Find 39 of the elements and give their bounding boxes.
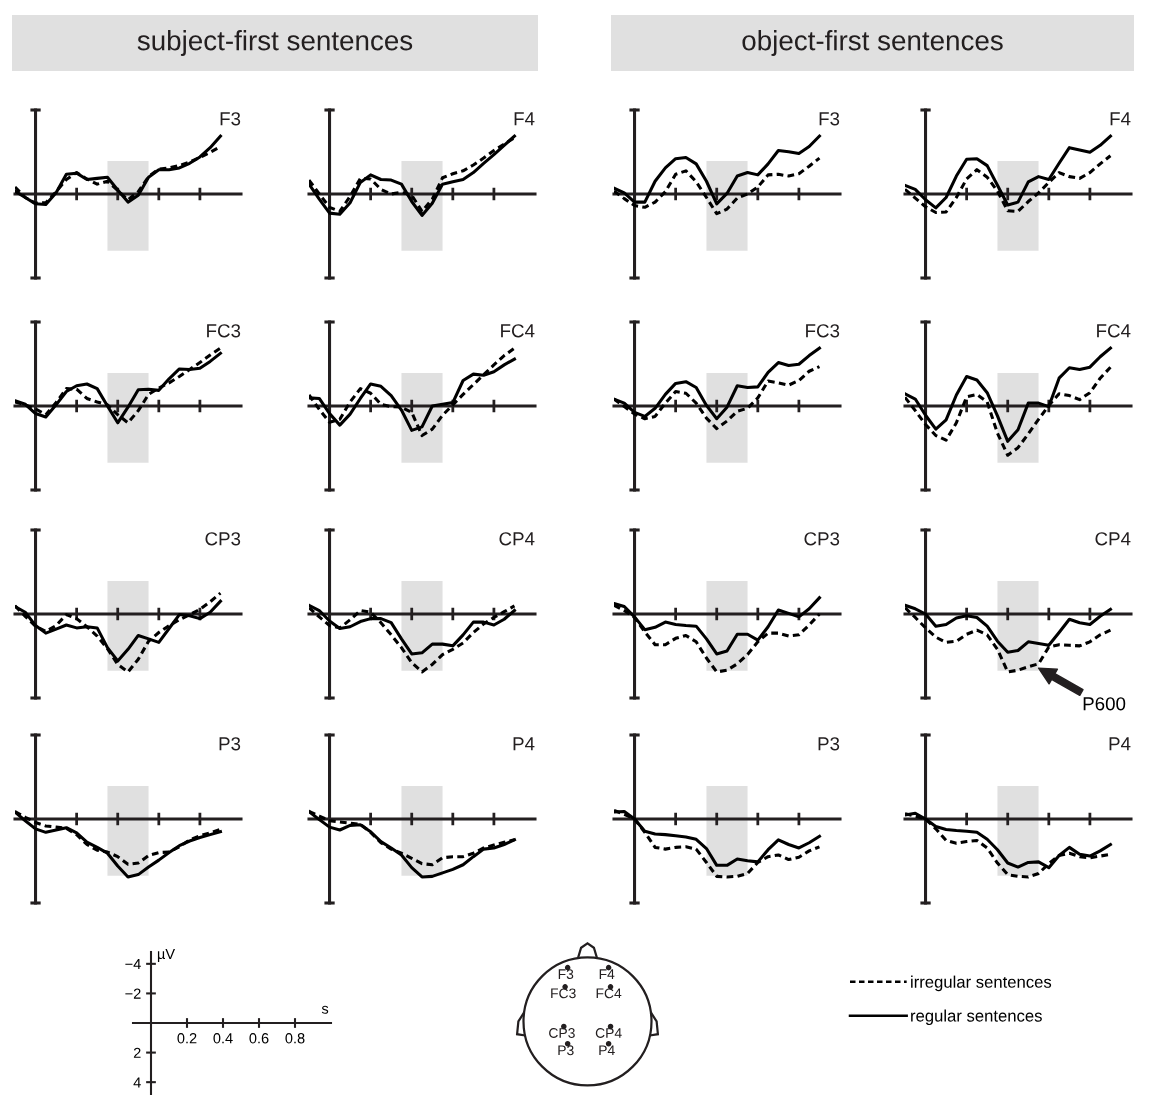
x-tick-label: 0.8: [285, 1033, 305, 1044]
text: FC4: [596, 988, 622, 999]
chart-title: P3: [219, 737, 241, 751]
chart-title: F4: [514, 112, 535, 126]
chart-title: CP3: [804, 532, 840, 546]
chart-subtitle: subject-first sentences: [137, 30, 413, 56]
chart-title: CP3: [205, 532, 241, 546]
text: CP4: [595, 1028, 622, 1038]
chart-title: F4: [1110, 112, 1131, 126]
text: F3: [558, 969, 574, 980]
y-tick-label: −2: [125, 988, 141, 999]
chart-title: P4: [513, 737, 535, 751]
text: CP3: [549, 1028, 575, 1038]
chart-title: FC4: [501, 324, 535, 338]
y-tick-label: 2: [133, 1047, 141, 1058]
chart-title: F3: [819, 112, 840, 126]
chart-subtitle: object-first sentences: [742, 30, 1003, 56]
legend-label: regular sentences: [911, 1009, 1042, 1025]
chart-title: FC4: [1097, 324, 1131, 338]
chart-title: CP4: [499, 532, 535, 546]
y-axis-title: µV: [157, 948, 176, 962]
chart-title: P4: [1109, 737, 1131, 751]
text: P4: [599, 1045, 615, 1056]
chart-title: CP4: [1095, 532, 1131, 546]
x-tick-label: 0.6: [249, 1033, 269, 1044]
text: FC3: [551, 988, 576, 999]
text: P600: [1083, 697, 1126, 711]
text: F4: [599, 969, 615, 979]
chart-title: FC3: [806, 324, 840, 338]
x-tick-label: 0.2: [177, 1033, 197, 1044]
y-tick-label: 4: [133, 1077, 141, 1088]
x-axis-title: s: [321, 1005, 329, 1014]
x-tick-label: 0.4: [213, 1033, 233, 1044]
legend-label: irregular sentences: [911, 975, 1052, 992]
y-tick-label: −4: [125, 959, 141, 970]
chart-title: FC3: [207, 324, 241, 338]
chart-title: F3: [220, 112, 241, 126]
chart-title: P3: [818, 737, 840, 751]
text: P3: [558, 1045, 574, 1056]
